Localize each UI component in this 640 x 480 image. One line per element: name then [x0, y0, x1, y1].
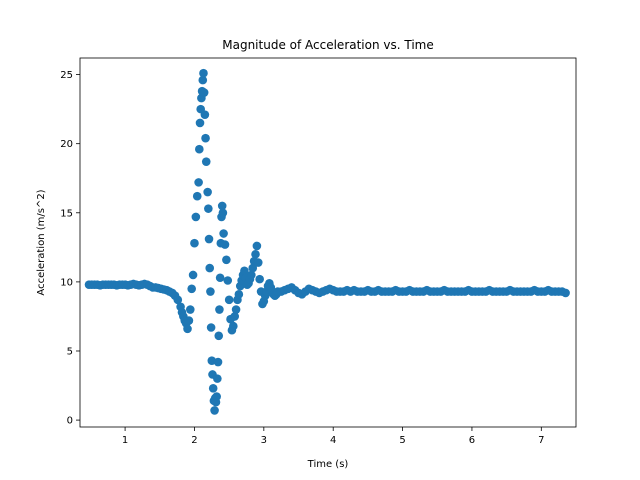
data-point — [184, 316, 194, 325]
data-point — [173, 295, 183, 305]
data-point — [206, 323, 216, 332]
data-point — [219, 229, 228, 238]
plot-frame — [79, 57, 577, 428]
data-point — [217, 201, 227, 211]
data-point — [234, 290, 244, 299]
x-tick-label: 6 — [469, 435, 475, 446]
data-point — [230, 312, 239, 321]
data-point — [253, 258, 263, 267]
data-point — [252, 241, 262, 251]
y-tick-label: 5 — [67, 346, 73, 357]
data-point — [187, 284, 196, 294]
data-point — [204, 234, 214, 244]
data-point — [208, 384, 218, 393]
data-point — [188, 270, 198, 280]
data-point — [222, 255, 231, 265]
y-axis-ticks: 0 5 10 15 20 25 — [60, 70, 80, 427]
data-point — [191, 212, 201, 222]
data-point — [190, 238, 199, 248]
x-tick-label: 7 — [538, 435, 544, 446]
data-point — [201, 157, 211, 166]
y-axis-label: Acceleration (m/s^2) — [36, 189, 47, 295]
x-tick-label: 2 — [191, 435, 197, 446]
data-point — [231, 305, 241, 314]
data-points-layer — [84, 68, 570, 415]
data-point — [240, 266, 249, 276]
y-tick-label: 25 — [60, 70, 73, 81]
data-point — [204, 204, 213, 213]
data-point — [210, 406, 219, 415]
x-tick-label: 1 — [122, 435, 128, 446]
data-point — [200, 110, 210, 119]
data-point — [223, 276, 233, 285]
data-point — [199, 88, 209, 97]
data-point — [198, 75, 208, 85]
data-point — [199, 68, 208, 78]
data-point — [195, 118, 205, 128]
data-point — [214, 331, 224, 341]
data-point — [248, 263, 258, 273]
y-tick-label: 0 — [67, 416, 73, 427]
data-point — [561, 288, 570, 298]
x-tick-label: 4 — [330, 435, 336, 446]
data-point — [213, 374, 222, 383]
chart-title: Magnitude of Acceleration vs. Time — [222, 38, 434, 52]
data-point — [192, 191, 202, 201]
data-point — [215, 305, 224, 314]
data-point — [251, 249, 260, 259]
data-point — [224, 295, 234, 305]
data-point — [255, 274, 264, 284]
y-tick-label: 20 — [60, 139, 73, 150]
data-point — [213, 357, 223, 367]
data-point — [247, 270, 256, 280]
x-axis-ticks: 1 2 3 4 5 6 7 — [122, 427, 545, 446]
data-point — [205, 263, 215, 273]
data-point — [218, 208, 228, 218]
data-point — [195, 144, 204, 154]
data-point — [186, 305, 195, 314]
data-point — [220, 240, 230, 249]
data-point — [183, 324, 192, 334]
x-axis-label: Time (s) — [307, 459, 349, 470]
y-tick-label: 10 — [60, 277, 73, 288]
data-point — [194, 178, 203, 187]
x-tick-label: 3 — [261, 435, 267, 446]
data-point — [203, 187, 212, 197]
data-point — [215, 273, 225, 283]
x-tick-label: 5 — [399, 435, 405, 446]
y-tick-label: 15 — [60, 208, 73, 219]
data-point — [201, 133, 210, 143]
data-point — [229, 321, 238, 331]
data-point — [212, 392, 221, 401]
data-point — [206, 287, 215, 296]
